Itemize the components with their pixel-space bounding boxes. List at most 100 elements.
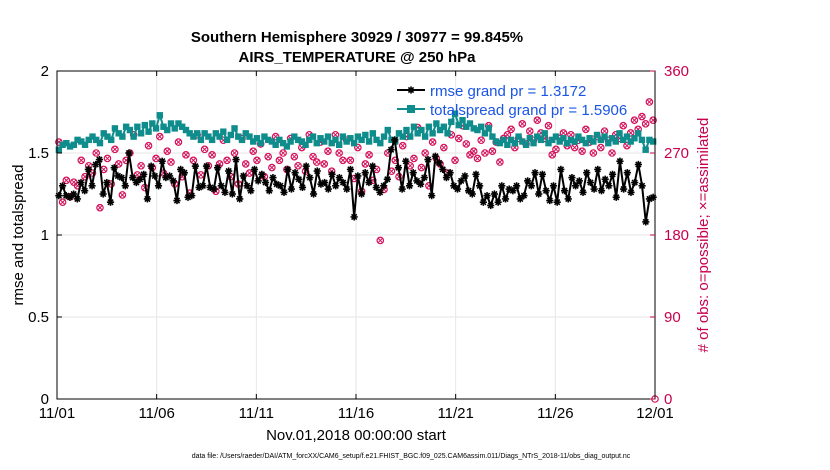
rmse-point — [572, 182, 580, 190]
rmse-point — [125, 149, 133, 157]
rmse-point — [627, 188, 635, 196]
rmse-point — [232, 155, 240, 164]
legend-rmse-marker — [407, 86, 415, 94]
rmse-point — [169, 177, 177, 185]
obs-point — [223, 156, 231, 165]
legend-rmse-asterisk — [407, 86, 415, 94]
rmse-point — [258, 170, 266, 178]
obs-point — [309, 152, 317, 161]
obs-point — [77, 156, 86, 165]
rmse-point — [568, 174, 576, 182]
rmse-point — [490, 190, 499, 198]
spread-point — [66, 143, 74, 150]
spread-point — [164, 126, 171, 134]
spread-point — [649, 138, 657, 145]
obs-point — [253, 156, 261, 165]
spread-point — [171, 125, 178, 132]
obs-point — [62, 176, 71, 185]
spread-point — [74, 136, 81, 144]
spread-point — [347, 135, 354, 142]
spread-point — [433, 120, 440, 127]
legend: rmse grand pr = 1.3172 totalspread grand… — [397, 83, 627, 119]
spread-point — [335, 141, 343, 148]
rmse-point — [524, 177, 532, 185]
spread-point — [373, 136, 380, 144]
obs-point — [197, 171, 205, 179]
rmse-point — [306, 174, 314, 182]
rmse-point — [383, 175, 391, 183]
y2-tick-label: 0 — [664, 391, 672, 408]
obs-point — [144, 141, 153, 150]
spread-point — [590, 138, 597, 145]
spread-point — [119, 133, 126, 140]
spread-point — [369, 130, 377, 137]
spread-point — [223, 136, 231, 144]
obs-point — [174, 138, 183, 146]
spread-point — [216, 133, 223, 140]
spread-point — [504, 141, 511, 148]
rmse-point — [398, 185, 406, 193]
spread-point — [208, 136, 216, 144]
spread-point — [582, 139, 590, 147]
obs-point — [290, 152, 299, 161]
rmse-point — [501, 195, 510, 203]
rmse-point — [409, 169, 417, 177]
rmse-point — [512, 182, 521, 190]
x-tick-label: 11/01 — [39, 405, 75, 422]
spread-point — [377, 139, 384, 147]
obs-point — [440, 143, 448, 152]
spread-point — [459, 117, 466, 124]
spread-point — [597, 136, 605, 144]
spread-point — [563, 139, 571, 147]
spread-point — [474, 126, 481, 134]
spread-point — [145, 128, 152, 135]
spread-point — [616, 130, 623, 137]
spread-point — [478, 123, 485, 130]
rmse-point — [487, 201, 495, 210]
rmse-point — [605, 182, 613, 190]
rmse-point — [498, 182, 506, 190]
obs-point — [58, 198, 67, 207]
spread-point — [384, 126, 391, 134]
obs-point — [451, 156, 459, 165]
rmse-point — [483, 192, 491, 200]
rmse-point — [446, 169, 454, 177]
spread-point — [522, 141, 530, 148]
rmse-point — [538, 170, 547, 178]
rmse-point — [601, 175, 609, 183]
spread-point — [638, 136, 646, 144]
spread-point — [78, 138, 85, 145]
obs-point — [376, 236, 385, 245]
rmse-point — [509, 187, 517, 195]
chart-title: Southern Hemisphere 30929 / 30977 = 99.8… — [191, 29, 523, 46]
rmse-point — [55, 192, 63, 200]
spread-point — [317, 135, 324, 142]
spread-point — [646, 136, 653, 144]
obs-point — [279, 149, 287, 157]
spread-point — [96, 139, 104, 147]
rmse-point — [129, 174, 137, 182]
x-axis-label: Nov.01,2018 00:00:00 start — [266, 427, 447, 444]
rmse-point — [376, 188, 384, 196]
obs-point — [544, 121, 553, 130]
spread-point — [560, 135, 567, 142]
spread-point — [141, 121, 149, 129]
obs-point — [548, 151, 557, 159]
rmse-point — [461, 172, 469, 180]
rmse-point — [535, 190, 543, 198]
y2-tick-label: 180 — [664, 227, 689, 244]
rmse-point — [416, 180, 425, 188]
rmse-point — [612, 193, 620, 201]
rmse-point — [77, 178, 85, 187]
x-tick-label: 11/21 — [437, 405, 473, 422]
spread-point — [358, 136, 365, 144]
spread-point — [264, 136, 272, 144]
y-tick-label: 2 — [41, 63, 49, 80]
rmse-point — [369, 162, 377, 170]
obs-point — [268, 163, 276, 172]
spread-point — [620, 136, 627, 144]
x-tick-label: 11/06 — [138, 405, 174, 422]
rmse-point — [99, 190, 107, 198]
rmse-point — [476, 182, 484, 190]
spread-point — [235, 133, 242, 140]
